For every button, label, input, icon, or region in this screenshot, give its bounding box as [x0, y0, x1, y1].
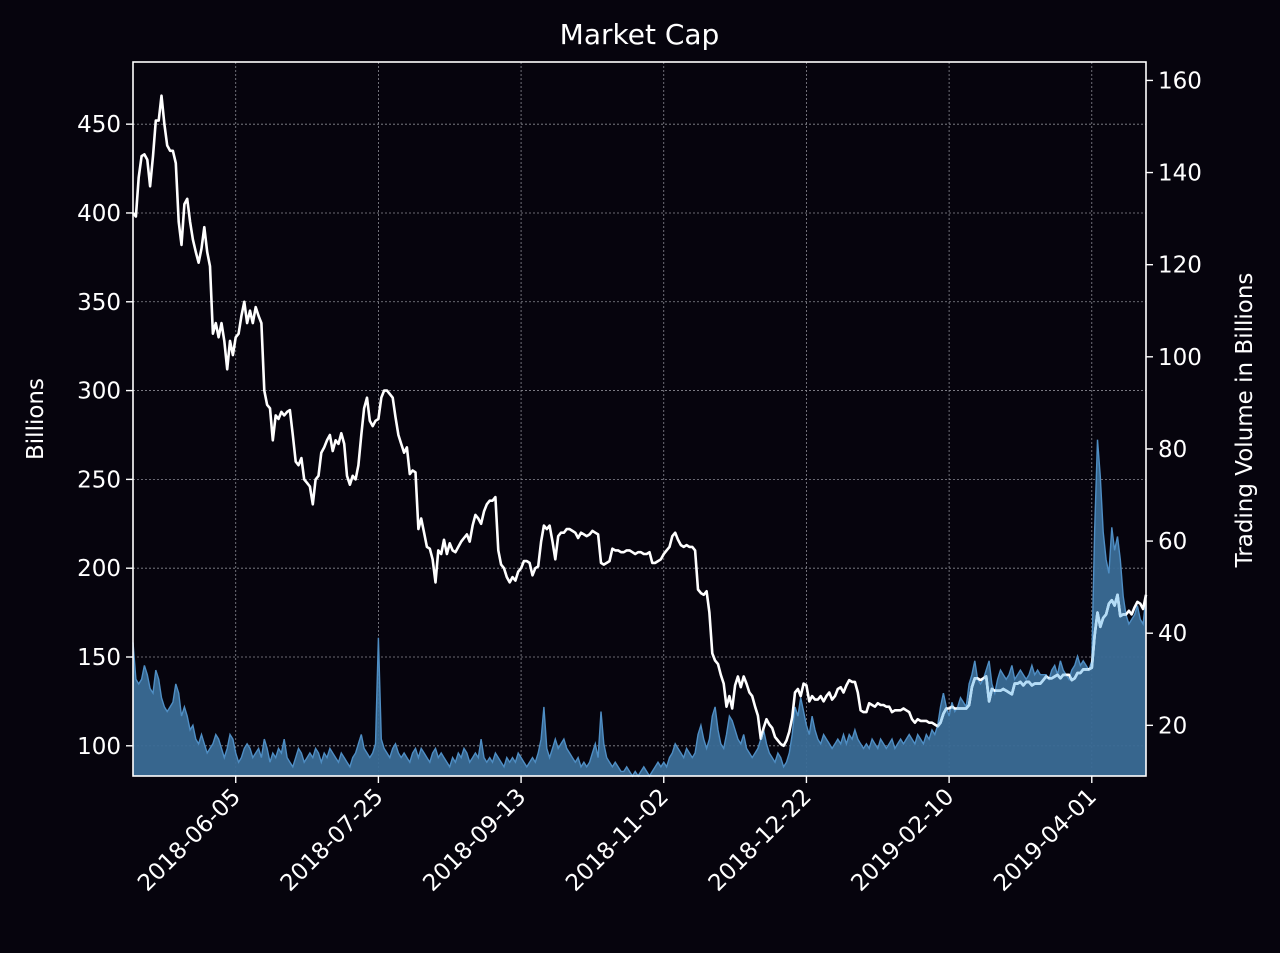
y2-tick-label: 120: [1158, 253, 1202, 279]
y2-tick-label: 140: [1158, 161, 1202, 187]
y-tick-label: 250: [77, 467, 121, 493]
trading-volume-line: [132, 439, 1147, 778]
trading-volume-area: [133, 439, 1146, 776]
y2-tick-label: 20: [1158, 713, 1187, 739]
y-tick-label: 450: [77, 112, 121, 138]
y2-tick-label: 80: [1158, 437, 1187, 463]
y-axis-title: Billions: [23, 378, 49, 460]
market-cap-line-layer: [131, 94, 1148, 748]
volume-area-layer: [132, 439, 1147, 778]
y2-tick-label: 100: [1158, 345, 1202, 371]
y2-axis-title: Trading Volume in Billions: [1232, 273, 1258, 569]
chart-title: Market Cap: [560, 18, 720, 51]
y2-tick-label: 60: [1158, 529, 1187, 555]
y-tick-label: 350: [77, 290, 121, 316]
y2-tick-label: 160: [1158, 68, 1202, 94]
y-tick-label: 200: [77, 556, 121, 582]
grid-lines: [133, 62, 1146, 776]
y2-tick-label: 40: [1158, 621, 1187, 647]
plot-frame: [132, 61, 1147, 777]
y-tick-label: 300: [77, 379, 121, 405]
y-tick-label: 150: [77, 645, 121, 671]
y-tick-label: 400: [77, 201, 121, 227]
y-tick-label: 100: [77, 734, 121, 760]
